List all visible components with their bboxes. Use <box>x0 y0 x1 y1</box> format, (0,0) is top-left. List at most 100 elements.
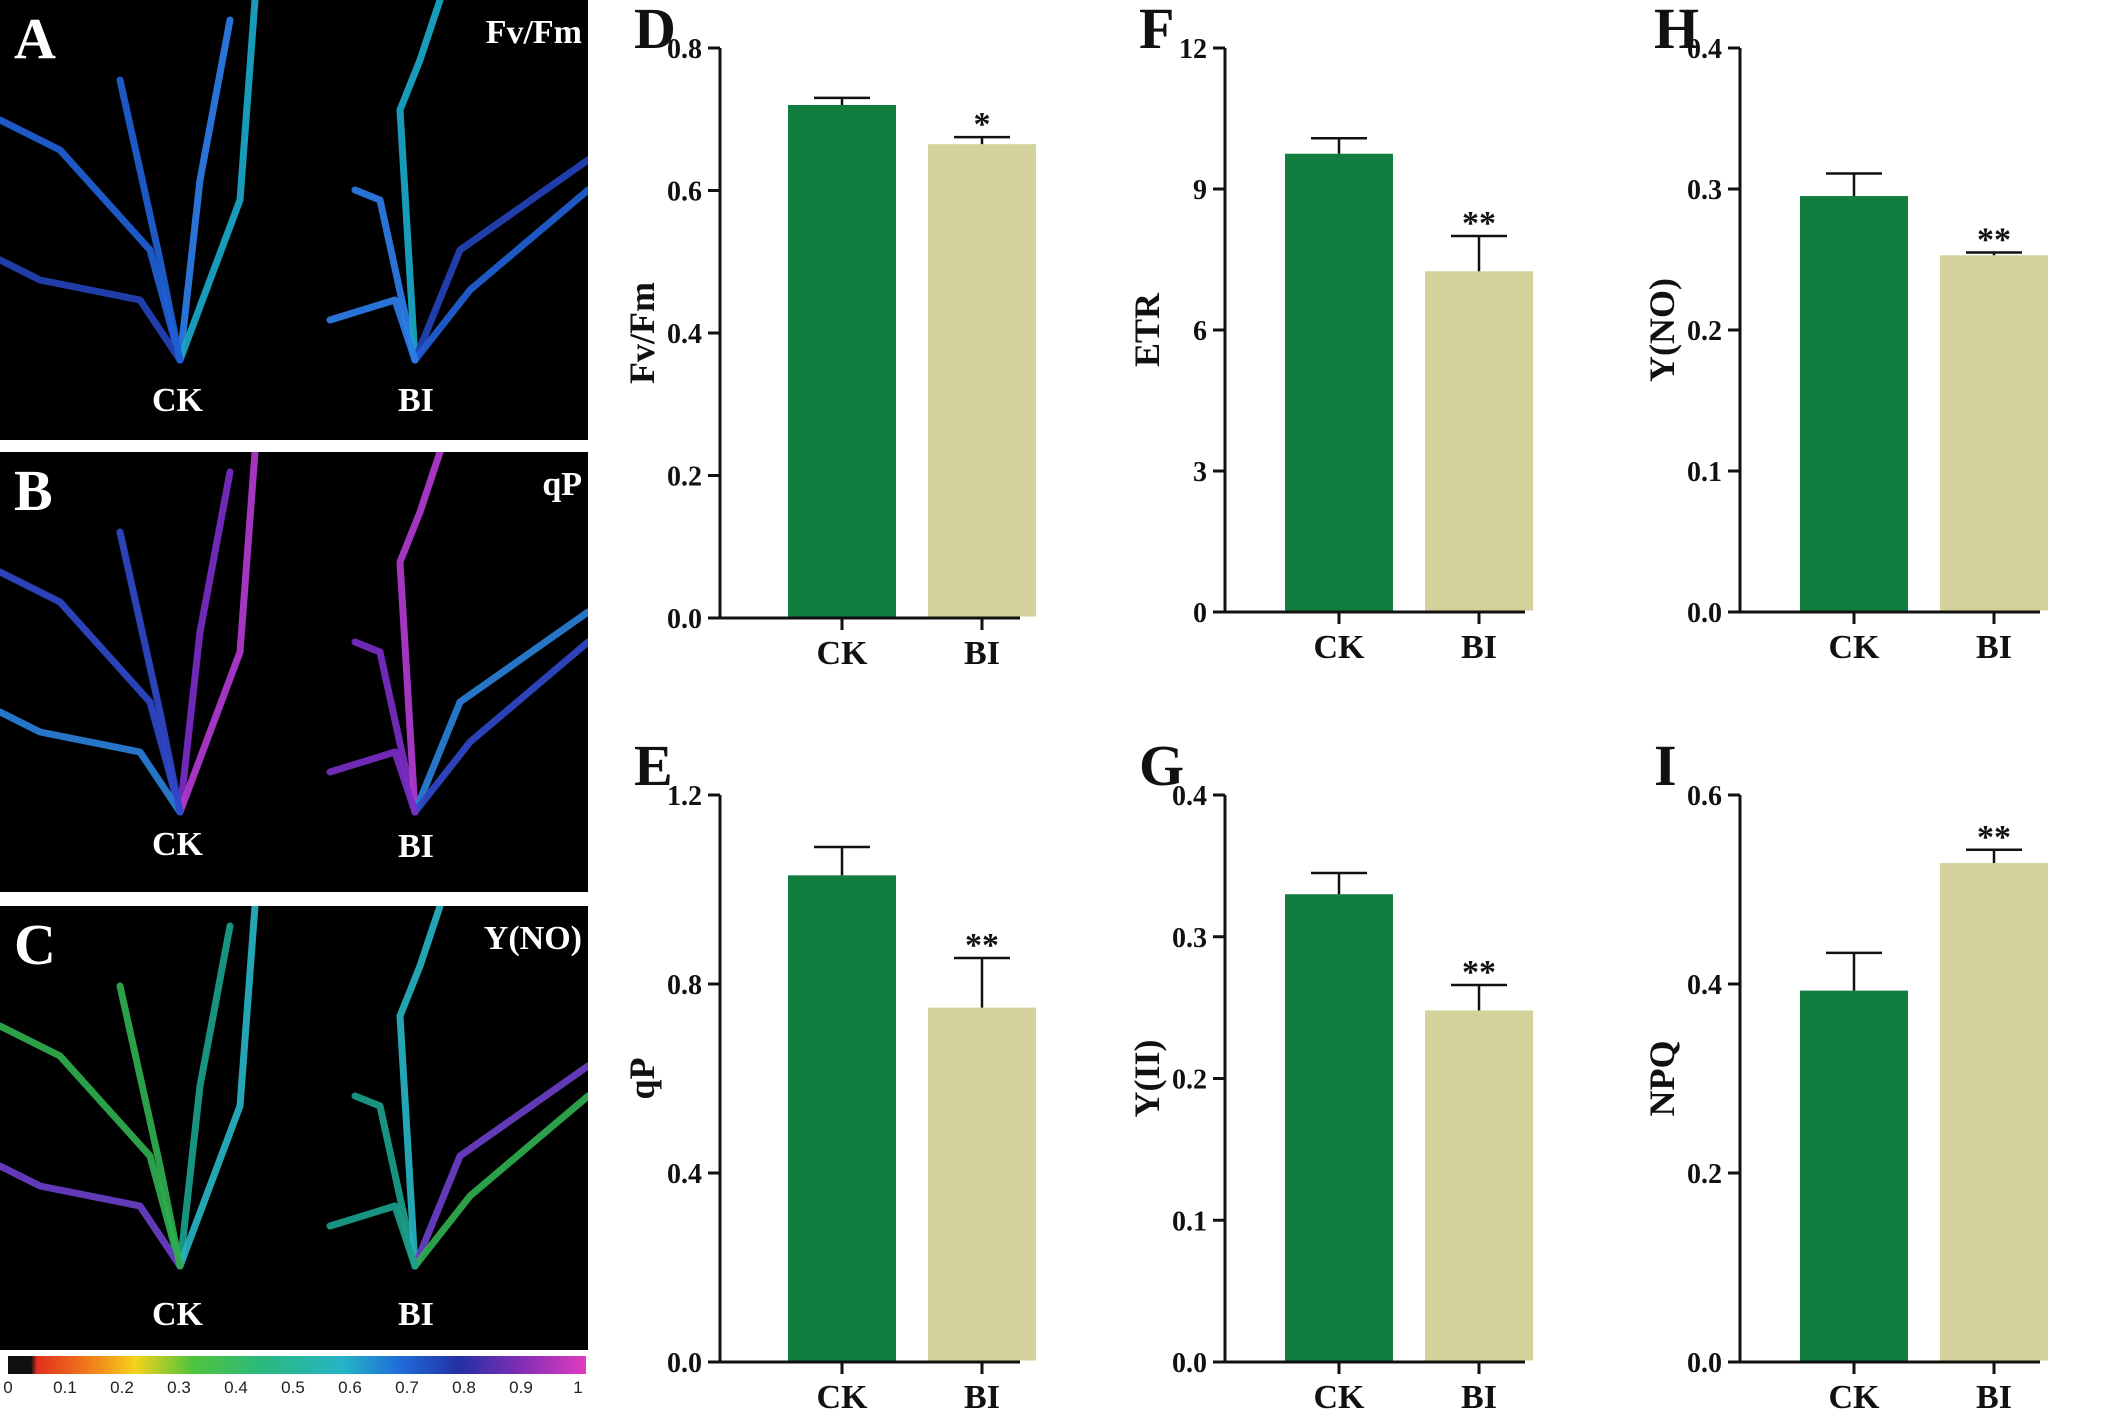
colorbar-tick-label: 0.8 <box>452 1378 476 1397</box>
leaf-blade <box>0 568 184 816</box>
image-panel-a: A Fv/Fm CK BI <box>0 0 588 440</box>
panel-letter: D <box>634 0 676 61</box>
y-tick-label: 0.3 <box>1687 175 1722 206</box>
leaf-blade <box>411 608 588 816</box>
chart-i-npq: I 0.0 0.2 0.4 0.6 NPQ CK ** BI <box>1642 733 2048 1411</box>
y-axis-label: Y(NO) <box>1642 278 1682 382</box>
panel-metric-label: Y(NO) <box>483 920 582 957</box>
y-tick-label: 0 <box>1193 598 1207 629</box>
x-category-label: CK <box>1829 1379 1881 1411</box>
bar-ck <box>788 105 896 617</box>
y-tick-label: 0.0 <box>1687 598 1722 629</box>
ck-label: CK <box>152 382 203 419</box>
bar-bi <box>1940 863 2048 1361</box>
leaf-blade <box>411 186 588 364</box>
chart-f-etr: F 0 3 6 9 12 ETR CK ** BI <box>1127 0 1533 666</box>
x-category-label: BI <box>1461 1379 1497 1411</box>
y-tick-label: 0.2 <box>1687 1159 1722 1190</box>
panel-letter: A <box>14 6 56 71</box>
y-tick-label: 0.0 <box>1172 1348 1207 1379</box>
significance-marker: ** <box>1977 819 2011 856</box>
x-category-label: CK <box>817 635 869 672</box>
leaf-blade <box>116 528 184 816</box>
leaf-blade <box>411 638 588 816</box>
panel-letter: H <box>1654 0 1699 61</box>
leaf-image-b <box>0 452 588 816</box>
panel-letter: G <box>1139 733 1184 798</box>
image-panel-c: C Y(NO) CK BI <box>0 906 588 1350</box>
leaf-image-c <box>0 906 588 1270</box>
y-tick-label: 0.0 <box>667 1348 702 1379</box>
leaf-blade <box>326 748 419 816</box>
y-tick-label: 0.4 <box>1687 970 1722 1001</box>
y-tick-label: 0.6 <box>1687 781 1722 812</box>
colorbar-tick-label: 0.7 <box>395 1378 419 1397</box>
colorbar-tick-label: 0.9 <box>509 1378 533 1397</box>
colorbar-tick-label: 1 <box>573 1378 583 1397</box>
leaf-blade <box>0 116 184 364</box>
leaf-blade <box>0 256 184 364</box>
leaf-blade <box>326 296 419 364</box>
significance-marker: ** <box>1462 954 1496 991</box>
leaf-blade <box>0 708 184 816</box>
x-category-label: BI <box>964 635 1000 672</box>
colorbar-tick-label: 0.4 <box>224 1378 248 1397</box>
panel-letter: F <box>1139 0 1174 61</box>
panel-metric-label: Fv/Fm <box>485 14 582 51</box>
colorbar-tick-label: 0.2 <box>110 1378 134 1397</box>
leaf-blade <box>116 982 184 1270</box>
leaf-blade <box>176 906 259 1270</box>
y-tick-label: 0.4 <box>667 319 702 350</box>
leaf-image-a <box>0 0 588 364</box>
leaf-blade <box>351 1092 419 1270</box>
x-category-label: CK <box>1314 1379 1366 1411</box>
colorbar-tick-label: 0.1 <box>53 1378 77 1397</box>
leaf-blade <box>176 452 259 816</box>
leaf-blade <box>396 0 444 364</box>
bar-ck <box>1285 894 1393 1361</box>
colorbar-tick-label: 0.6 <box>338 1378 362 1397</box>
bar-ck <box>788 875 896 1361</box>
y-tick-label: 0.2 <box>1172 1065 1207 1096</box>
y-tick-label: 0.4 <box>1687 34 1722 65</box>
colorbar-tick-label: 0.3 <box>167 1378 191 1397</box>
y-tick-label: 0.0 <box>667 604 702 635</box>
y-tick-label: 12 <box>1179 34 1207 65</box>
chart-h-yno: H 0.0 0.1 0.2 0.3 0.4 Y(NO) CK ** BI <box>1642 0 2048 666</box>
significance-marker: ** <box>1977 221 2011 258</box>
y-tick-label: 0.8 <box>667 970 702 1001</box>
x-category-label: BI <box>1976 629 2012 666</box>
y-axis-label: Y(II) <box>1127 1040 1167 1118</box>
panel-letter: I <box>1654 733 1677 798</box>
y-tick-label: 9 <box>1193 175 1207 206</box>
y-tick-label: 3 <box>1193 457 1207 488</box>
significance-marker: ** <box>965 927 999 964</box>
leaf-blade <box>411 156 588 364</box>
leaf-blade <box>0 1162 184 1270</box>
significance-marker: ** <box>1462 205 1496 242</box>
y-axis-label: ETR <box>1127 292 1167 367</box>
x-category-label: BI <box>964 1379 1000 1411</box>
y-axis-label: qP <box>622 1057 662 1099</box>
panel-letter: C <box>14 912 56 977</box>
y-tick-label: 0.0 <box>1687 1348 1722 1379</box>
bar-ck <box>1800 990 1908 1361</box>
y-tick-label: 0.4 <box>1172 781 1207 812</box>
colorbar-legend: 0 0.1 0.2 0.3 0.4 0.5 0.6 0.7 0.8 0.9 1 <box>0 1352 588 1411</box>
leaf-blade <box>326 1202 419 1270</box>
x-category-label: BI <box>1976 1379 2012 1411</box>
y-axis-label: Fv/Fm <box>622 282 662 384</box>
colorbar-tick-label: 0.5 <box>281 1378 305 1397</box>
y-tick-label: 0.8 <box>667 34 702 65</box>
colorbar-tick-label: 0 <box>3 1378 13 1397</box>
bar-bi <box>1425 1010 1533 1361</box>
bi-label: BI <box>398 382 434 419</box>
leaf-blade <box>116 76 184 364</box>
ck-label: CK <box>152 826 203 863</box>
colorbar-gradient <box>8 1356 586 1374</box>
leaf-blade <box>411 1092 588 1270</box>
y-axis-label: NPQ <box>1642 1041 1682 1117</box>
panel-metric-label: qP <box>542 466 582 503</box>
bar-bi <box>928 1007 1036 1361</box>
